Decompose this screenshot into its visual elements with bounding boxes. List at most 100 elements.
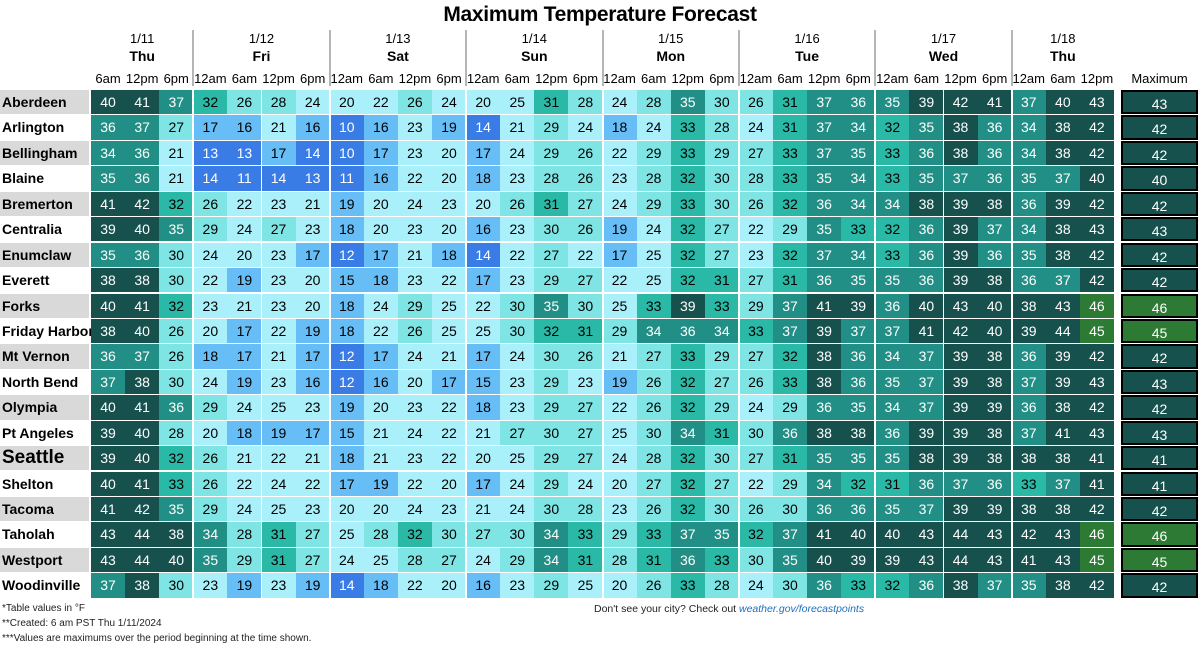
day-name-label: Tue	[795, 48, 820, 64]
temperature-cell: 42	[943, 318, 978, 344]
temperature-cell: 42	[125, 497, 160, 522]
temperature-cell: 35	[1011, 573, 1046, 598]
temperature-cell: 29	[534, 268, 569, 293]
temperature-cell: 19	[363, 471, 398, 496]
temperature-cell: 33	[670, 344, 705, 369]
temperature-cell: 31	[773, 115, 808, 140]
temperature-cell: 38	[909, 446, 944, 471]
temperature-cell: 25	[432, 318, 467, 344]
temperature-cell: 36	[977, 242, 1012, 267]
temperature-cell: 31	[534, 191, 569, 217]
maximum-cell: 42	[1121, 191, 1198, 217]
temperature-cell: 21	[397, 242, 432, 267]
day-name-label: Fri	[252, 48, 271, 64]
temperature-cell: 42	[1079, 191, 1114, 217]
temperature-cell: 23	[261, 242, 296, 267]
day-separator	[328, 90, 331, 599]
temperature-cell: 26	[193, 446, 228, 471]
temperature-cell: 32	[670, 471, 705, 496]
temperature-cell: 41	[1045, 420, 1080, 446]
temperature-cell: 24	[602, 446, 637, 471]
forecast-points-link[interactable]: weather.gov/forecastpoints	[739, 603, 865, 615]
day-divider	[192, 30, 195, 86]
temperature-cell: 27	[568, 268, 603, 293]
time-label: 12am	[603, 71, 636, 86]
temperature-cell: 24	[738, 395, 773, 420]
temperature-cell: 33	[1011, 471, 1046, 496]
time-label: 12pm	[398, 71, 432, 86]
temperature-cell: 29	[534, 115, 569, 140]
temperature-cell: 37	[977, 573, 1012, 598]
temperature-cell: 29	[397, 293, 432, 318]
temperature-cell: 29	[227, 547, 262, 573]
temperature-cell: 37	[807, 115, 842, 140]
temperature-cell: 37	[159, 90, 194, 115]
temperature-cell: 44	[943, 522, 978, 547]
temperature-cell: 24	[397, 497, 432, 522]
temperature-cell: 19	[295, 318, 330, 344]
temperature-cell: 24	[602, 90, 637, 115]
temperature-cell: 37	[943, 166, 978, 191]
temperature-cell: 32	[193, 90, 228, 115]
temperature-cell: 24	[397, 191, 432, 217]
temperature-cell: 25	[261, 395, 296, 420]
temperature-cell: 43	[943, 293, 978, 318]
temperature-cell: 40	[91, 395, 126, 420]
time-label: 6pm	[845, 71, 871, 86]
temperature-cell: 32	[875, 115, 910, 140]
temperature-cell: 17	[363, 140, 398, 166]
temperature-cell: 35	[875, 497, 910, 522]
temperature-cell: 24	[500, 344, 535, 369]
temperature-cell: 26	[568, 344, 603, 369]
temperature-cell: 27	[738, 344, 773, 369]
temperature-cell: 39	[943, 446, 978, 471]
temperature-cell: 37	[909, 369, 944, 395]
temperature-cell: 35	[1011, 166, 1046, 191]
temperature-cell: 40	[1045, 90, 1080, 115]
temperature-cell: 26	[568, 217, 603, 242]
day-divider	[328, 30, 331, 86]
temperature-cell: 20	[363, 217, 398, 242]
temperature-cell: 38	[1045, 115, 1080, 140]
temperature-cell: 26	[636, 497, 671, 522]
temperature-cell: 22	[432, 446, 467, 471]
temperature-cell: 31	[875, 471, 910, 496]
city-label: Westport	[0, 547, 89, 573]
temperature-cell: 39	[943, 420, 978, 446]
city-label: Forks	[0, 293, 89, 318]
temperature-cell: 24	[500, 471, 535, 496]
temperature-cell: 34	[807, 471, 842, 496]
temperature-cell: 23	[397, 446, 432, 471]
temperature-cell: 22	[295, 471, 330, 496]
temperature-cell: 22	[568, 242, 603, 267]
temperature-cell: 26	[738, 369, 773, 395]
temperature-cell: 30	[159, 268, 194, 293]
temperature-cell: 37	[943, 471, 978, 496]
temperature-cell: 17	[363, 344, 398, 369]
temperature-cell: 28	[159, 420, 194, 446]
temperature-cell: 35	[1011, 242, 1046, 267]
temperature-cell: 32	[534, 318, 569, 344]
temperature-cell: 28	[704, 573, 739, 598]
temperature-cell: 41	[1079, 471, 1114, 496]
temperature-cell: 22	[397, 573, 432, 598]
day-separator	[601, 90, 604, 599]
temperature-cell: 38	[841, 420, 876, 446]
temperature-cell: 22	[602, 395, 637, 420]
temperature-cell: 43	[977, 522, 1012, 547]
temperature-cell: 38	[1045, 395, 1080, 420]
temperature-cell: 32	[397, 522, 432, 547]
temperature-cell: 35	[91, 166, 126, 191]
temperature-cell: 36	[807, 573, 842, 598]
temperature-cell: 24	[602, 191, 637, 217]
day-separator	[874, 90, 877, 599]
temperature-cell: 36	[909, 268, 944, 293]
temperature-cell: 17	[295, 344, 330, 369]
temperature-cell: 33	[670, 191, 705, 217]
city-label: Friday Harbor	[2, 322, 94, 339]
temperature-cell: 20	[363, 497, 398, 522]
temperature-cell: 36	[807, 191, 842, 217]
temperature-cell: 21	[363, 446, 398, 471]
temperature-cell: 38	[943, 140, 978, 166]
temperature-cell: 24	[227, 497, 262, 522]
